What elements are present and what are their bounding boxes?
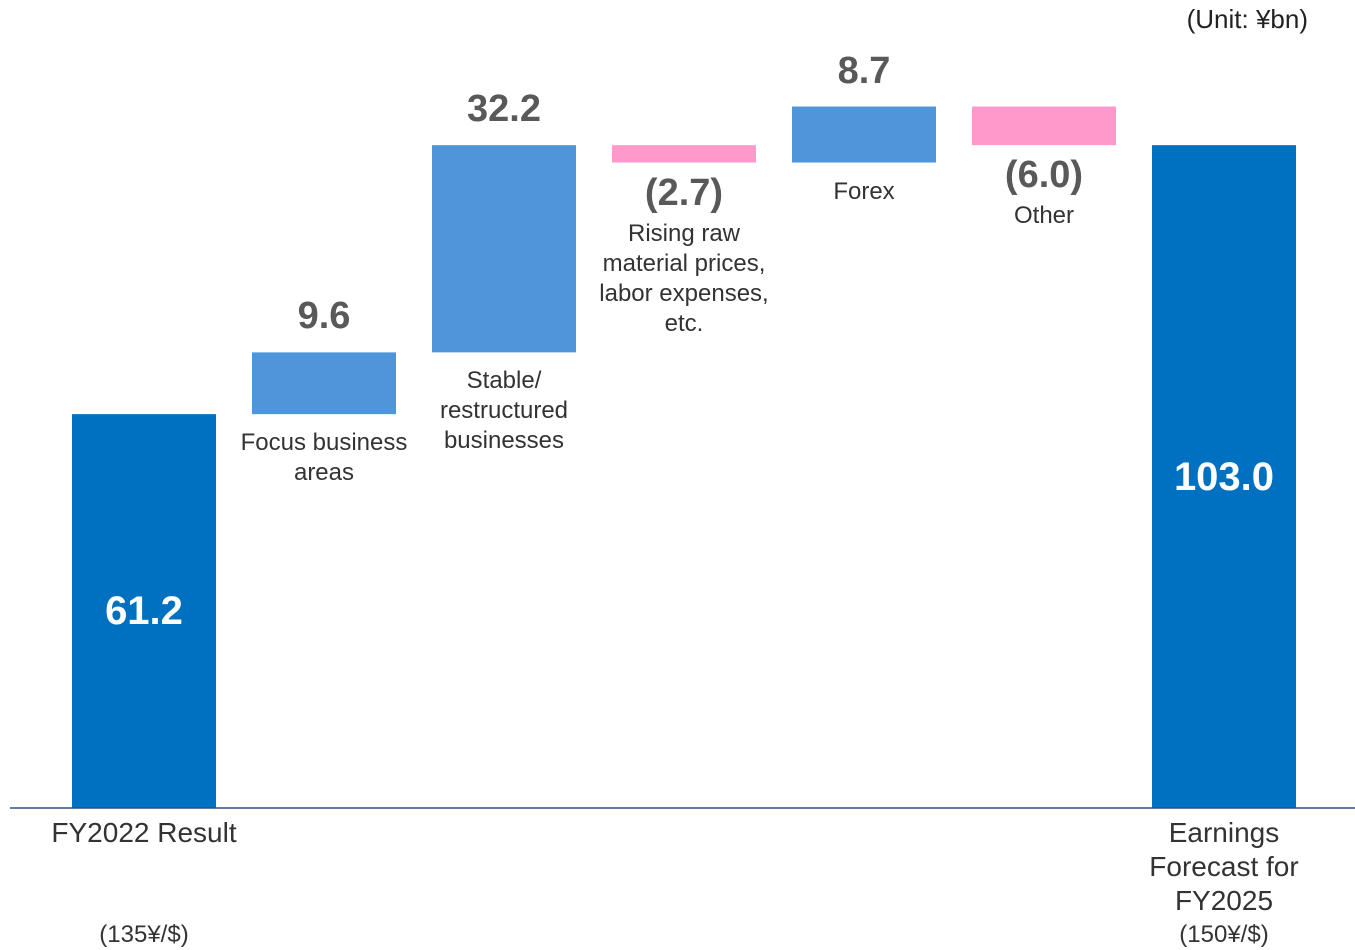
bar: [432, 145, 576, 353]
value-label: (6.0): [1004, 154, 1084, 197]
x-tick-label: Stable/ restructured businesses: [439, 367, 569, 455]
value-label: 9.6: [297, 295, 351, 338]
unit-label: (Unit: ¥bn): [1186, 4, 1308, 34]
x-tick-label: Forex: [833, 177, 895, 205]
bar: [972, 106, 1116, 146]
bar: [792, 106, 936, 163]
value-label: (2.7): [644, 171, 724, 214]
value-label: 32.2: [467, 88, 541, 131]
x-tick-label: Other: [1013, 202, 1075, 230]
bar: [72, 414, 216, 808]
x-tick-label: Earnings Forecast for FY2025: [1149, 817, 1299, 916]
x-tick-label: Rising raw material prices, labor expens…: [599, 219, 769, 337]
value-label: 8.7: [837, 49, 891, 92]
bar: [1152, 145, 1296, 809]
x-tick-label: Focus business areas: [240, 429, 408, 487]
value-label: 61.2: [105, 589, 183, 634]
bar: [612, 145, 756, 163]
bar: [252, 352, 396, 415]
value-label: 103.0: [1173, 454, 1275, 499]
category-note: (135¥/$): [99, 921, 189, 948]
x-tick-label: FY2022 Result: [51, 817, 237, 848]
category-note: (150¥/$): [1179, 921, 1269, 948]
